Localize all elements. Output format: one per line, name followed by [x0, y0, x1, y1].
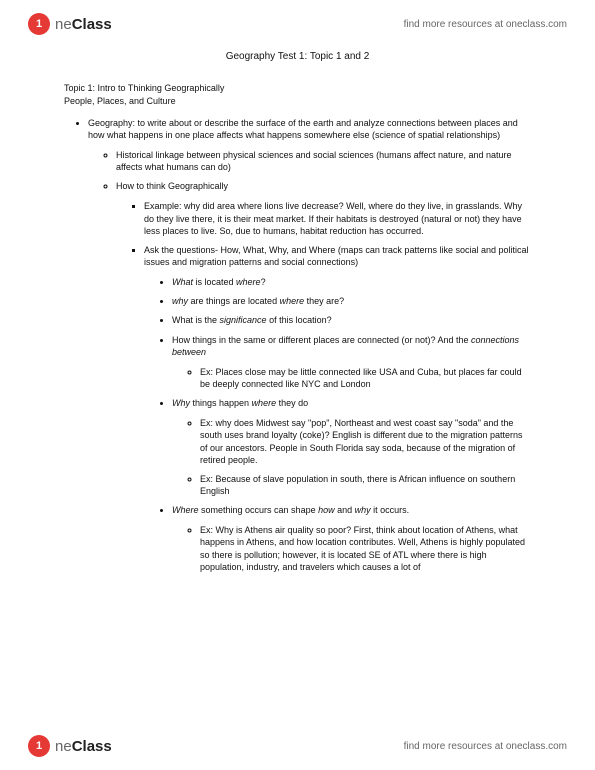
- bullet-example-lions: Example: why did area where lions live d…: [144, 200, 531, 236]
- header-resources-link[interactable]: find more resources at oneclass.com: [404, 19, 567, 30]
- bullet-ex-pop-soda: Ex: why does Midwest say "pop", Northeas…: [200, 417, 531, 466]
- bullet-ex-slave: Ex: Because of slave population in south…: [200, 473, 531, 497]
- bullet-geography: Geography: to write about or describe th…: [88, 117, 531, 573]
- footer-resources-link[interactable]: find more resources at oneclass.com: [404, 741, 567, 752]
- bullet-historical: Historical linkage between physical scie…: [116, 149, 531, 173]
- outline-root: Geography: to write about or describe th…: [64, 117, 531, 573]
- bullet-ex-usa-cuba: Ex: Places close may be little connected…: [200, 366, 531, 390]
- brand-logo: 1 neClass: [28, 13, 112, 35]
- bullet-q-what: What is located where?: [172, 276, 531, 288]
- bullet-ask-questions: Ask the questions- How, What, Why, and W…: [144, 244, 531, 573]
- footer-logo-text: neClass: [55, 738, 112, 755]
- logo-text: neClass: [55, 16, 112, 33]
- footer-logo-circle-icon: 1: [28, 735, 50, 757]
- topic-line-1: Topic 1: Intro to Thinking Geographicall…: [64, 82, 531, 94]
- bullet-q-why: why are things are located where they ar…: [172, 295, 531, 307]
- document-body: Geography Test 1: Topic 1 and 2 Topic 1:…: [0, 44, 595, 573]
- logo-circle-icon: 1: [28, 13, 50, 35]
- bullet-howto: How to think Geographically Example: why…: [116, 180, 531, 573]
- bullet-q-where: Where something occurs can shape how and…: [172, 504, 531, 573]
- document-title: Geography Test 1: Topic 1 and 2: [64, 50, 531, 64]
- bullet-q-why-happen: Why things happen where they do Ex: why …: [172, 397, 531, 497]
- topic-line-2: People, Places, and Culture: [64, 95, 531, 107]
- bullet-q-significance: What is the significance of this locatio…: [172, 314, 531, 326]
- bullet-ex-athens: Ex: Why is Athens air quality so poor? F…: [200, 524, 531, 573]
- bullet-q-connections: How things in the same or different plac…: [172, 334, 531, 391]
- footer-brand-logo: 1 neClass: [28, 735, 112, 757]
